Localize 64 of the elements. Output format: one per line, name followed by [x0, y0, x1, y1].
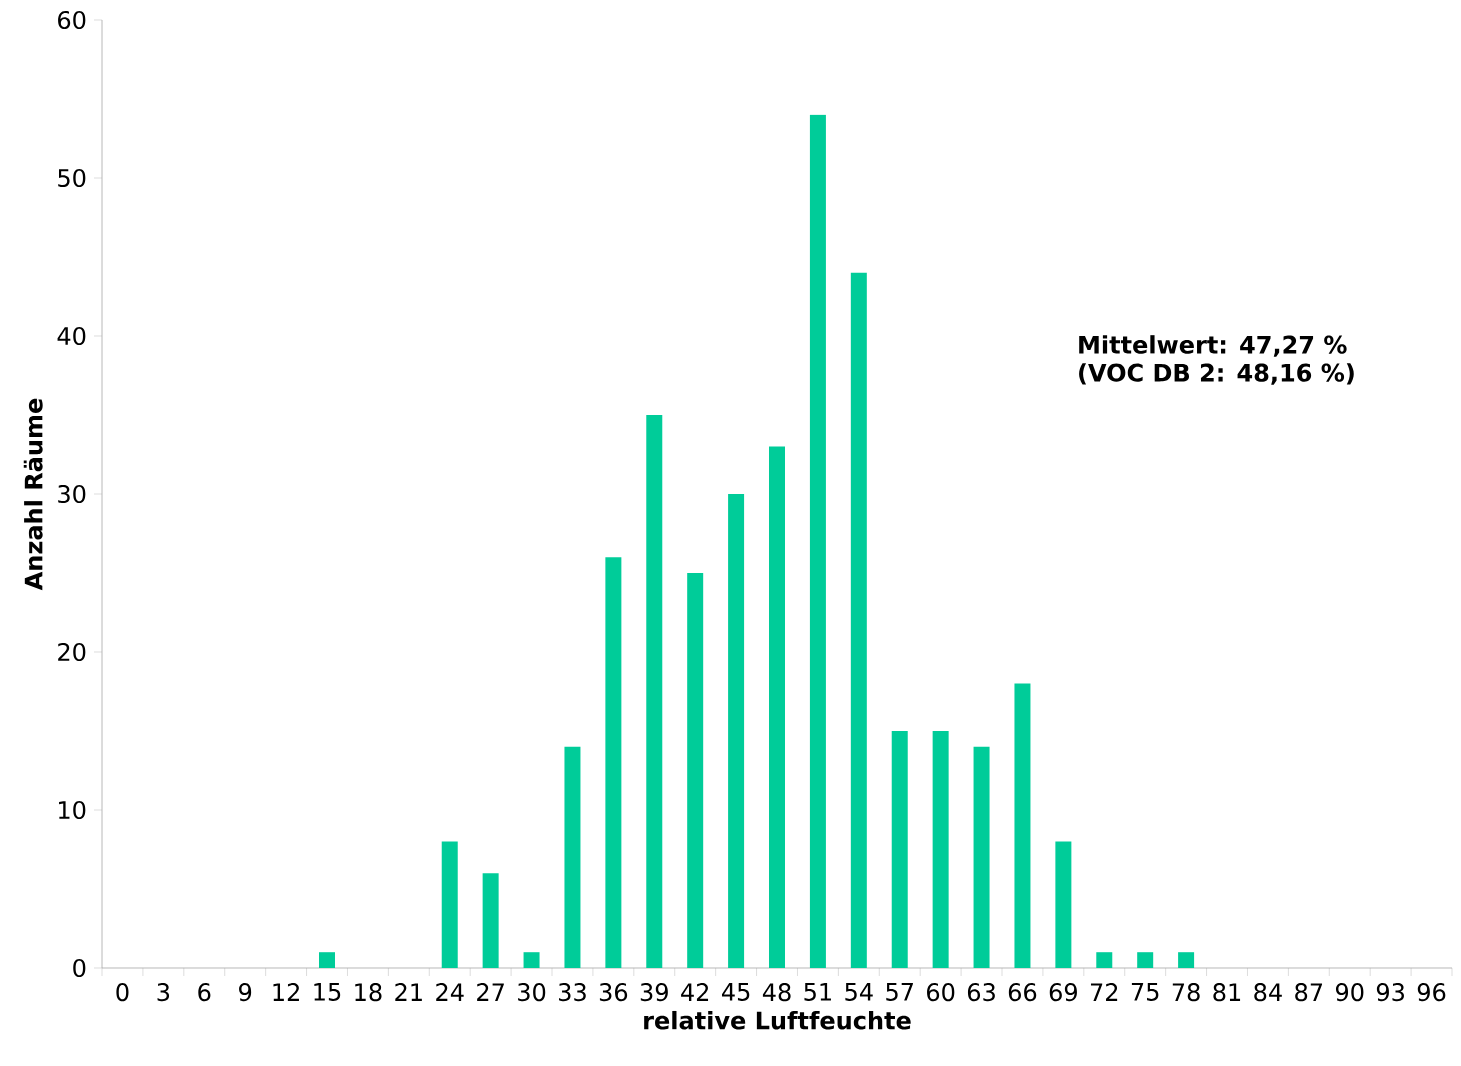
x-tick-label: 3 [157, 983, 170, 1002]
bar [809, 114, 826, 968]
x-tick-label: 84 [1254, 983, 1282, 1002]
bar [605, 557, 622, 968]
bar [523, 952, 540, 968]
bar [728, 494, 745, 968]
x-tick-label: 96 [1417, 983, 1446, 1002]
bar [441, 841, 458, 968]
bar [850, 272, 867, 968]
x-tick-label: 24 [436, 983, 464, 1001]
x-tick-label: 6 [198, 983, 211, 1002]
x-tick-label: 90 [1335, 983, 1364, 1002]
x-tick-label: 48 [762, 983, 791, 1002]
bar [646, 415, 663, 968]
bar [319, 952, 335, 968]
x-axis-title: relative Luftfeuchte [644, 1010, 911, 1030]
x-tick-label: 57 [886, 983, 913, 1001]
y-tick-label: 40 [57, 326, 86, 346]
x-tick-label: 63 [967, 983, 995, 1002]
x-tick-label: 87 [1295, 983, 1323, 1002]
x-tick-label: 72 [1090, 983, 1118, 1001]
y-axis-title: Anzahl Räume [23, 398, 43, 591]
bar [932, 731, 949, 968]
x-tick-label: 42 [681, 983, 709, 1001]
bar [1137, 952, 1154, 968]
bar [687, 573, 704, 968]
y-tick-label: 50 [58, 168, 86, 188]
bar [891, 731, 908, 968]
x-tick-label: 27 [477, 983, 504, 1001]
y-tick-label: 30 [58, 484, 86, 504]
x-tick-label: 45 [721, 983, 750, 1001]
x-tick-label: 0 [116, 983, 129, 1002]
bar [1096, 952, 1113, 968]
x-tick-label: 93 [1376, 983, 1404, 1002]
x-tick-label: 12 [273, 983, 299, 1001]
y-tick-label: 10 [59, 800, 86, 820]
bar [482, 873, 499, 968]
bar [564, 746, 581, 968]
x-tick-label: 33 [559, 983, 586, 1002]
x-tick-label: 69 [1049, 983, 1077, 1002]
y-tick-label: 20 [58, 642, 86, 662]
annotation: Mittelwert: 47,27 % [1079, 335, 1347, 357]
x-tick-label: 66 [1008, 983, 1037, 1002]
x-tick-label: 30 [518, 983, 546, 1002]
x-tick-label: 78 [1172, 983, 1200, 1002]
x-tick-label: 54 [845, 983, 873, 1001]
bar [769, 446, 785, 968]
bar [973, 746, 990, 968]
x-tick-label: 39 [640, 983, 668, 1002]
x-tick-label: 18 [355, 983, 382, 1002]
bar [1178, 952, 1195, 968]
bar [1014, 683, 1031, 968]
y-tick-label: 0 [73, 958, 86, 978]
x-tick-label: 51 [804, 983, 831, 1001]
x-tick-label: 60 [927, 983, 955, 1002]
annotation: (VOC DB 2: 48,16 %) [1079, 363, 1354, 385]
x-tick-label: 9 [239, 983, 252, 1002]
x-tick-label: 36 [599, 983, 628, 1002]
bar [1055, 841, 1072, 968]
x-tick-label: 75 [1131, 983, 1159, 1001]
y-tick-label: 60 [58, 10, 86, 30]
x-tick-label: 21 [395, 983, 422, 1001]
x-tick-label: 15 [314, 983, 341, 1001]
x-tick-label: 81 [1213, 983, 1241, 1002]
